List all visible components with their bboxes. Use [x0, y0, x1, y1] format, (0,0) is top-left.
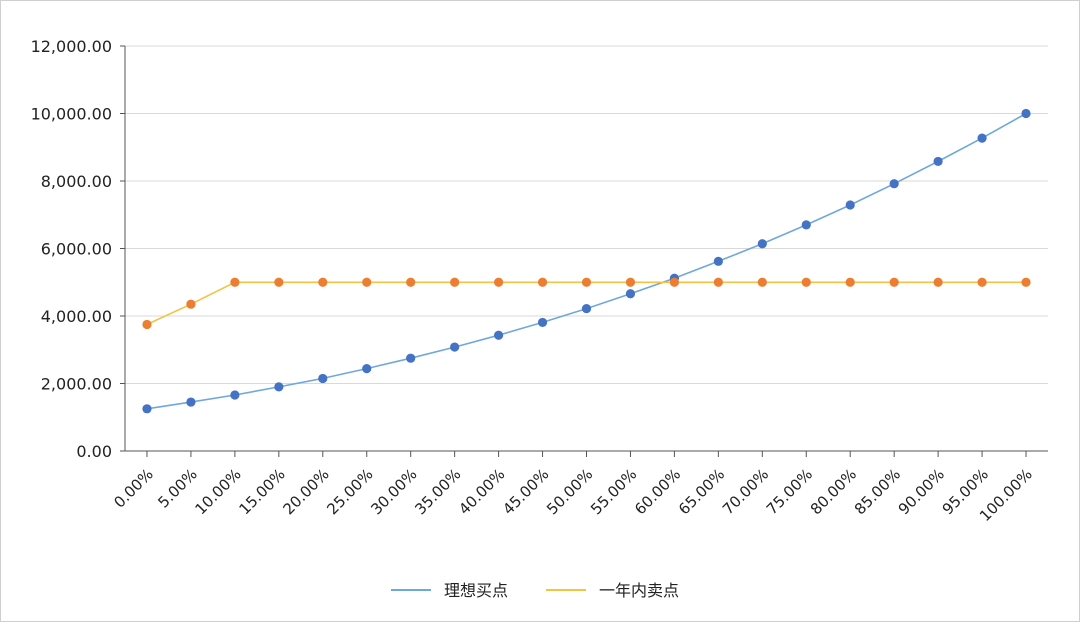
x-tick-label: 65.00% — [675, 465, 728, 518]
data-point — [318, 277, 328, 287]
data-point — [142, 404, 152, 414]
x-tick-label: 75.00% — [763, 465, 816, 518]
x-tick-label: 30.00% — [367, 465, 420, 518]
x-axis-ticks: 0.00%5.00%10.00%15.00%20.00%25.00%30.00%… — [110, 451, 1036, 525]
y-tick-label: 12,000.00 — [31, 37, 112, 56]
data-point — [493, 277, 504, 287]
x-tick-label: 40.00% — [455, 465, 508, 518]
x-tick-label: 70.00% — [719, 465, 772, 518]
data-point — [274, 382, 284, 392]
data-point — [977, 133, 987, 143]
data-point — [1021, 277, 1031, 287]
data-point — [757, 239, 767, 249]
legend-label: 一年内卖点 — [599, 581, 679, 600]
data-point — [889, 179, 899, 189]
data-point — [318, 373, 328, 384]
data-point — [230, 277, 240, 287]
data-point — [713, 277, 723, 287]
x-tick-label: 50.00% — [543, 465, 596, 518]
data-point — [581, 277, 592, 287]
data-point — [450, 277, 460, 287]
y-axis-ticks: 0.00 2,000.00 4,000.00 6,000.00 8,000.00 10,0… — [31, 37, 125, 461]
data-point — [230, 390, 240, 400]
data-point — [493, 330, 504, 340]
data-point — [625, 277, 636, 287]
x-tick-label: 60.00% — [631, 465, 684, 518]
x-tick-label: 90.00% — [895, 465, 948, 518]
y-tick-label: 0.00 — [76, 442, 112, 461]
data-point — [889, 277, 899, 287]
data-point — [581, 303, 592, 314]
data-point — [669, 277, 680, 287]
series-line — [146, 112, 1027, 410]
legend: 理想买点 一年内卖点 — [391, 581, 679, 600]
x-tick-label: 25.00% — [323, 465, 376, 518]
y-tick-label: 2,000.00 — [41, 375, 112, 394]
data-point — [406, 353, 416, 363]
data-point — [801, 220, 811, 230]
data-point — [757, 277, 767, 287]
data-point — [845, 277, 855, 287]
y-tick-label: 10,000.00 — [31, 105, 112, 124]
data-point — [537, 317, 548, 328]
data-point — [274, 277, 284, 287]
x-tick-label: 15.00% — [235, 465, 288, 518]
series-group — [142, 108, 1031, 414]
data-point — [142, 319, 152, 330]
data-point — [625, 289, 636, 299]
series-1 — [142, 108, 1031, 414]
data-point — [406, 277, 416, 287]
series-line — [146, 281, 1026, 326]
data-point — [186, 299, 196, 309]
data-point — [450, 342, 460, 352]
data-point — [186, 397, 196, 407]
y-tick-label: 6,000.00 — [41, 240, 112, 259]
data-point — [362, 277, 372, 287]
data-point — [845, 200, 855, 210]
data-point — [537, 277, 548, 287]
y-tick-label: 4,000.00 — [41, 307, 112, 326]
x-tick-label: 35.00% — [411, 465, 464, 518]
grid-lines — [125, 45, 1048, 384]
x-tick-label: 0.00% — [110, 465, 156, 511]
legend-label: 理想买点 — [444, 581, 508, 600]
data-point — [977, 277, 987, 287]
x-tick-label: 45.00% — [499, 465, 552, 518]
x-tick-label: 20.00% — [279, 465, 332, 518]
data-point — [362, 364, 372, 374]
x-tick-label: 85.00% — [851, 465, 904, 518]
data-point — [713, 256, 723, 266]
y-tick-label: 8,000.00 — [41, 172, 112, 191]
x-tick-label: 10.00% — [192, 465, 245, 518]
data-point — [1021, 108, 1031, 119]
x-tick-label: 55.00% — [587, 465, 640, 518]
x-tick-label: 80.00% — [807, 465, 860, 518]
series-2 — [142, 277, 1031, 330]
data-point — [801, 277, 811, 287]
data-point — [933, 277, 943, 287]
data-point — [933, 156, 943, 167]
